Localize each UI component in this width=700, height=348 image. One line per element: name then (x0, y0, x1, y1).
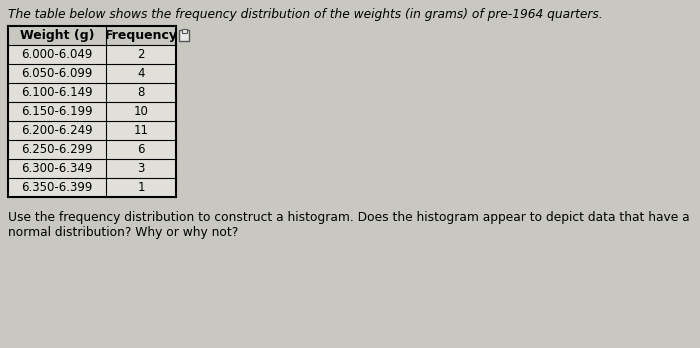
Text: 4: 4 (137, 67, 145, 80)
Text: 6.350-6.399: 6.350-6.399 (21, 181, 92, 194)
Text: 3: 3 (137, 162, 145, 175)
Text: 1: 1 (137, 181, 145, 194)
Bar (8, 26, 176, 45)
Bar (179, 30, 189, 41)
Text: Frequency: Frequency (104, 29, 178, 42)
Bar (181, 29, 186, 32)
Text: 6.150-6.199: 6.150-6.199 (21, 105, 93, 118)
Text: 6.000-6.049: 6.000-6.049 (21, 48, 92, 61)
Text: normal distribution? Why or why not?: normal distribution? Why or why not? (8, 226, 238, 239)
Text: 10: 10 (134, 105, 148, 118)
Text: 6.250-6.299: 6.250-6.299 (21, 143, 93, 156)
Text: 8: 8 (137, 86, 145, 99)
Text: 6.100-6.149: 6.100-6.149 (21, 86, 93, 99)
Text: 6.200-6.249: 6.200-6.249 (21, 124, 93, 137)
Text: 6.300-6.349: 6.300-6.349 (21, 162, 92, 175)
Text: 11: 11 (134, 124, 148, 137)
Text: Weight (g): Weight (g) (20, 29, 94, 42)
Bar (8, 26, 176, 197)
Text: Use the frequency distribution to construct a histogram. Does the histogram appe: Use the frequency distribution to constr… (8, 211, 690, 224)
Text: 6: 6 (137, 143, 145, 156)
Text: The table below shows the frequency distribution of the weights (in grams) of pr: The table below shows the frequency dist… (8, 8, 603, 21)
Text: 6.050-6.099: 6.050-6.099 (21, 67, 92, 80)
Bar (8, 26, 176, 197)
Text: 2: 2 (137, 48, 145, 61)
